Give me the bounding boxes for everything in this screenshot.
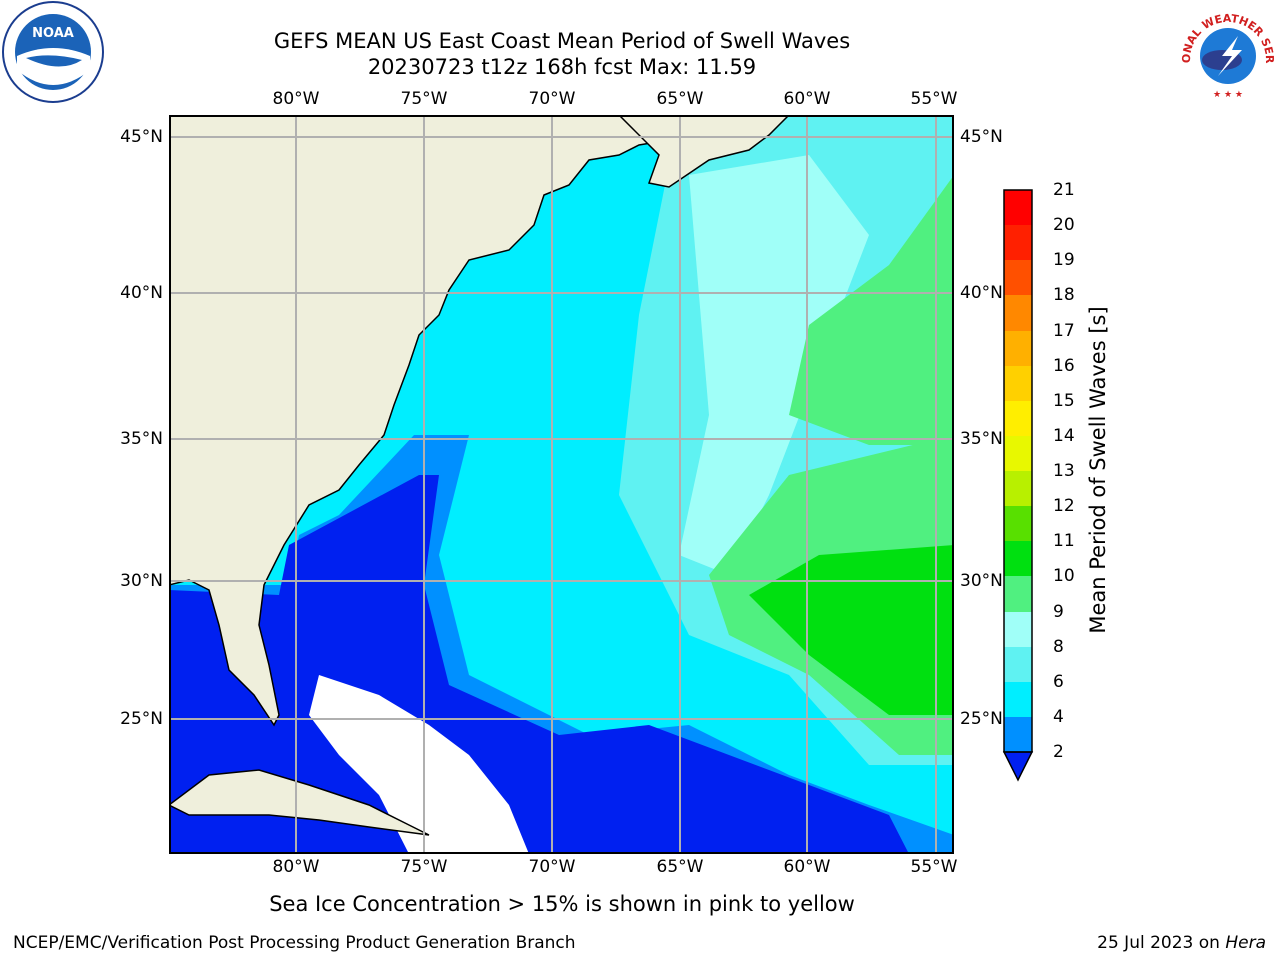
colorbar-tick: 6 [1053, 672, 1064, 692]
map-panel [169, 115, 954, 854]
lon-tick-top: 70°W [528, 89, 576, 109]
colorbar-band-12-13 [1004, 471, 1032, 506]
lon-tick-top: 65°W [656, 89, 704, 109]
lon-tick-top: 75°W [400, 89, 448, 109]
colorbar-band-4-6 [1004, 682, 1032, 717]
colorbar-extend-arrow [1002, 751, 1034, 782]
colorbar-band-2-4 [1004, 717, 1032, 752]
colorbar-band-18-19 [1004, 260, 1032, 295]
lat-tick-right: 40°N [960, 283, 1003, 303]
colorbar-tick: 17 [1053, 321, 1075, 341]
pale-cyan-region [679, 155, 869, 575]
lat-tick-left: 35°N [120, 429, 163, 449]
colorbar-tick: 8 [1053, 637, 1064, 657]
lat-tick-left: 30°N [120, 571, 163, 591]
lat-tick-left: 25°N [120, 709, 163, 729]
colorbar-tick: 14 [1053, 426, 1075, 446]
colorbar-band-9-10 [1004, 576, 1032, 612]
colorbar-band-13-14 [1004, 436, 1032, 471]
colorbar-tick: 19 [1053, 250, 1075, 270]
gridlines [169, 115, 954, 854]
date-text: 25 Jul 2023 on [1097, 933, 1220, 953]
lat-tick-left: 45°N [120, 127, 163, 147]
noaa-logo: NOAA [2, 1, 104, 103]
green-region-north [789, 175, 954, 445]
colorbar-tick: 12 [1053, 496, 1075, 516]
colorbar [1002, 189, 1034, 782]
machine-name: Hera [1225, 933, 1266, 953]
sea-ice-note: Sea Ice Concentration > 15% is shown in … [269, 892, 855, 916]
colorbar-band-10-11 [1004, 541, 1032, 576]
chart-title: GEFS MEAN US East Coast Mean Period of S… [273, 29, 851, 53]
lon-tick-bottom: 55°W [910, 857, 958, 877]
colorbar-band-14-15 [1004, 401, 1032, 436]
colorbar-tick: 20 [1053, 215, 1075, 235]
nws-logo: NATIONAL WEATHER SERVICE ★ ★ ★ [1176, 0, 1276, 100]
colorbar-label: Mean Period of Swell Waves [s] [1086, 306, 1110, 634]
lon-tick-bottom: 70°W [528, 857, 576, 877]
credit-line: NCEP/EMC/Verification Post Processing Pr… [13, 933, 576, 953]
colorbar-tick: 18 [1053, 285, 1075, 305]
bright-green-region [749, 545, 954, 715]
colorbar-tick: 2 [1053, 742, 1064, 762]
lon-tick-top: 60°W [783, 89, 831, 109]
svg-text:★ ★ ★: ★ ★ ★ [1213, 90, 1243, 100]
lat-tick-right: 45°N [960, 127, 1003, 147]
colorbar-tick: 16 [1053, 356, 1075, 376]
map-frame [169, 115, 954, 854]
colorbar-band-11-12 [1004, 506, 1032, 541]
lon-tick-bottom: 60°W [783, 857, 831, 877]
colorbar-tick: 11 [1053, 531, 1075, 551]
colorbar-band-20-21 [1004, 190, 1032, 225]
chart-subtitle: 20230723 t12z 168h fcst Max: 11.59 [367, 55, 757, 79]
colorbar-band-17-18 [1004, 295, 1032, 331]
colorbar-frame [1003, 189, 1033, 753]
noaa-logo-text: NOAA [32, 26, 74, 41]
colorbar-band-15-16 [1004, 366, 1032, 401]
lat-tick-left: 40°N [120, 283, 163, 303]
colorbar-band-19-20 [1004, 225, 1032, 260]
land-nova-scotia [617, 115, 791, 188]
colorbar-band-16-17 [1004, 331, 1032, 366]
lat-tick-right: 35°N [960, 429, 1003, 449]
lat-tick-right: 25°N [960, 709, 1003, 729]
colorbar-band-6-8 [1004, 647, 1032, 682]
land-cuba [169, 769, 430, 836]
colorbar-tick: 13 [1053, 461, 1075, 481]
colorbar-tick: 4 [1053, 707, 1064, 727]
lon-tick-bottom: 65°W [656, 857, 704, 877]
colorbar-tick: 21 [1053, 180, 1075, 200]
lon-tick-bottom: 80°W [272, 857, 320, 877]
colorbar-tick: 15 [1053, 391, 1075, 411]
generation-date: 25 Jul 2023 on Hera [1097, 933, 1266, 953]
colorbar-band-8-9 [1004, 612, 1032, 647]
colorbar-tick: 10 [1053, 566, 1075, 586]
lat-tick-right: 30°N [960, 571, 1003, 591]
colorbar-tick: 9 [1053, 602, 1064, 622]
lon-tick-top: 55°W [910, 89, 958, 109]
lon-tick-bottom: 75°W [400, 857, 448, 877]
lon-tick-top: 80°W [272, 89, 320, 109]
